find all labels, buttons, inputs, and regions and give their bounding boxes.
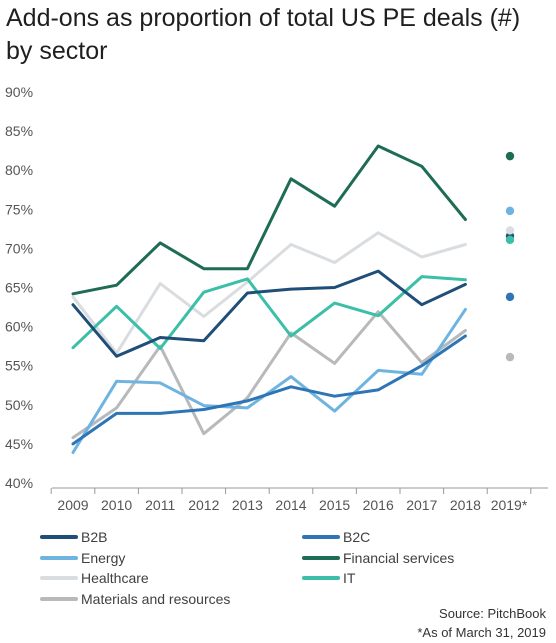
point-2019-b2c [505, 292, 515, 302]
x-tick-label: 2019* [491, 497, 528, 513]
legend-label: Materials and resources [81, 590, 231, 607]
y-tick-label: 75% [5, 201, 33, 217]
legend-label: Energy [81, 549, 126, 566]
x-tick-label: 2018 [450, 497, 481, 513]
legend-swatch [302, 555, 340, 560]
x-tick-label: 2009 [57, 497, 88, 513]
legend-swatch [40, 535, 78, 539]
y-tick-label: 50% [5, 397, 33, 413]
legend-item-it: IT [302, 570, 355, 586]
x-tick-label: 2012 [188, 497, 219, 513]
series-line-healthcare [71, 231, 467, 355]
legend-swatch [40, 576, 78, 580]
series-line-b2c [71, 334, 467, 446]
legend-item-financial-services: Financial services [302, 550, 454, 566]
footnote-text: *As of March 31, 2019 [417, 625, 546, 640]
series-line-b2b [71, 269, 467, 358]
source-note: Source: PitchBook *As of March 31, 2019 [417, 604, 546, 642]
series-line-materials-and-resources [71, 310, 467, 440]
legend-item-energy: Energy [40, 550, 125, 566]
x-tick-label: 2017 [406, 497, 437, 513]
legend-item-healthcare: Healthcare [40, 570, 149, 586]
point-2019-healthcare [505, 226, 515, 235]
legend-swatch [40, 555, 78, 560]
y-tick-label: 40% [5, 475, 33, 491]
y-tick-label: 85% [5, 123, 33, 139]
y-axis: 90% 85% 80% 75% 70% 65% 60% 55% 50% 45% 40% [5, 84, 33, 491]
y-tick-label: 80% [5, 162, 33, 178]
legend-swatch [302, 576, 340, 580]
x-tick-label: 2015 [319, 497, 350, 513]
legend-label: IT [343, 570, 356, 586]
x-tick-label: 2013 [232, 497, 263, 513]
y-tick-label: 45% [5, 436, 33, 452]
legend-label: B2C [343, 529, 371, 545]
y-tick-label: 90% [5, 84, 33, 100]
legend-label: B2B [81, 529, 108, 545]
point-2019-energy [505, 206, 515, 216]
y-tick-label: 70% [5, 240, 33, 256]
series-line-energy [71, 307, 467, 454]
plot-area [71, 144, 515, 454]
source-text: Source: PitchBook [439, 606, 546, 621]
y-tick-label: 65% [5, 280, 33, 296]
legend-item-materials-and-resources: Materials and resources [40, 591, 230, 607]
legend-label: Financial services [343, 549, 455, 566]
series-line-financial-services [71, 144, 467, 296]
point-2019-financial-services [505, 151, 515, 161]
series-line-it [71, 275, 467, 350]
y-tick-label: 55% [5, 358, 33, 374]
x-tick-label: 2016 [363, 497, 394, 513]
x-tick-label: 2010 [101, 497, 132, 513]
legend-label: Healthcare [81, 570, 149, 586]
x-tick-label: 2014 [275, 497, 306, 513]
legend-item-b2b: B2B [40, 529, 107, 545]
legend-swatch [40, 596, 78, 601]
chart-title: Add-ons as proportion of total US PE dea… [6, 4, 521, 65]
y-tick-label: 60% [5, 319, 33, 335]
point-2019-it [505, 235, 515, 244]
x-axis: 2009 2010 2011 2012 2013 2014 2015 2016 2017 2018… [50, 487, 548, 513]
legend-item-b2c: B2C [302, 529, 370, 545]
line-chart: 90%85%80%75%70%65%60%55%50%45%40% 2009 20… [5, 84, 548, 513]
x-tick-label: 2011 [145, 497, 175, 513]
legend-swatch [302, 535, 340, 539]
point-2019-materials-and-resources [505, 352, 515, 362]
